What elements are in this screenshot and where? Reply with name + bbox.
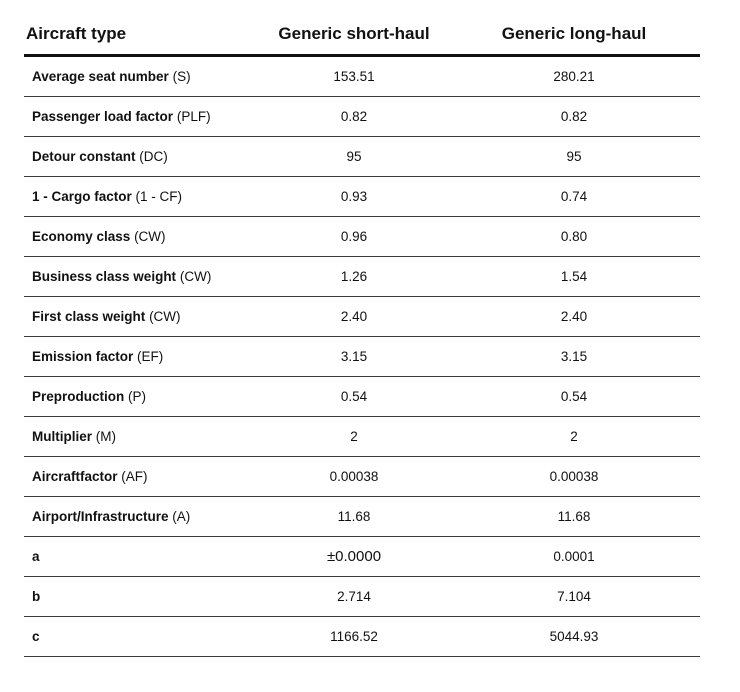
short-haul-value: 2.714 bbox=[337, 589, 371, 604]
short-haul-value: ±0.0000 bbox=[326, 548, 382, 565]
table-header-row: Aircraft type Generic short-haul Generic… bbox=[24, 14, 700, 57]
parameter-label: Multiplier (M) bbox=[24, 429, 260, 444]
parameter-label: Preproduction (P) bbox=[24, 389, 260, 404]
table-row: First class weight (CW) 2.40 2.40 bbox=[24, 297, 700, 337]
short-haul-value: 0.00038 bbox=[329, 469, 379, 484]
short-haul-value: 0.96 bbox=[340, 229, 368, 244]
short-haul-value: 1.26 bbox=[340, 269, 368, 284]
table-row: a ±0.0000 0.0001 bbox=[24, 537, 700, 577]
parameter-label: First class weight (CW) bbox=[24, 309, 260, 324]
table-row: Business class weight (CW) 1.26 1.54 bbox=[24, 257, 700, 297]
parameter-label: Average seat number (S) bbox=[24, 69, 260, 84]
short-haul-value: 0.93 bbox=[340, 189, 368, 204]
short-haul-value: 2.40 bbox=[340, 309, 368, 324]
parameter-name: Average seat number bbox=[32, 69, 169, 84]
short-haul-value: 153.51 bbox=[333, 69, 375, 84]
header-short-haul: Generic short-haul bbox=[278, 24, 430, 43]
short-haul-value: 0.54 bbox=[340, 389, 368, 404]
parameter-label: a bbox=[24, 549, 260, 564]
parameter-name: Preproduction bbox=[32, 389, 125, 404]
parameter-name: Aircraftfactor bbox=[32, 469, 118, 484]
parameter-abbreviation: (A) bbox=[172, 509, 191, 524]
parameter-label: Aircraftfactor (AF) bbox=[24, 469, 260, 484]
long-haul-value: 3.15 bbox=[560, 349, 588, 364]
table-row: Airport/Infrastructure (A) 11.68 11.68 bbox=[24, 497, 700, 537]
parameter-name: Airport/Infrastructure bbox=[32, 509, 169, 524]
table-row: 1 - Cargo factor (1 - CF) 0.93 0.74 bbox=[24, 177, 700, 217]
long-haul-value: 0.82 bbox=[560, 109, 588, 124]
table-row: Passenger load factor (PLF) 0.82 0.82 bbox=[24, 97, 700, 137]
parameter-name: b bbox=[32, 589, 41, 604]
parameter-label: b bbox=[24, 589, 260, 604]
parameter-name: c bbox=[32, 629, 40, 644]
short-haul-value: 11.68 bbox=[337, 509, 371, 524]
parameter-label: Detour constant (DC) bbox=[24, 149, 260, 164]
parameter-name: First class weight bbox=[32, 309, 146, 324]
parameter-abbreviation: (1 - CF) bbox=[135, 189, 183, 204]
parameter-label: Passenger load factor (PLF) bbox=[24, 109, 260, 124]
parameter-abbreviation: (P) bbox=[128, 389, 147, 404]
long-haul-value: 0.74 bbox=[560, 189, 588, 204]
table-row: b 2.714 7.104 bbox=[24, 577, 700, 617]
table-row: Preproduction (P) 0.54 0.54 bbox=[24, 377, 700, 417]
parameter-label: Business class weight (CW) bbox=[24, 269, 260, 284]
parameter-abbreviation: (PLF) bbox=[176, 109, 211, 124]
long-haul-value: 2 bbox=[570, 429, 578, 444]
parameter-name: Economy class bbox=[32, 229, 131, 244]
parameter-abbreviation: (CW) bbox=[149, 309, 181, 324]
long-haul-value: 95 bbox=[566, 149, 582, 164]
long-haul-value: 2.40 bbox=[560, 309, 588, 324]
parameter-label: Emission factor (EF) bbox=[24, 349, 260, 364]
parameter-label: Airport/Infrastructure (A) bbox=[24, 509, 260, 524]
long-haul-value: 11.68 bbox=[557, 509, 591, 524]
parameter-name: a bbox=[32, 549, 40, 564]
parameter-abbreviation: (AF) bbox=[121, 469, 148, 484]
short-haul-value: 0.82 bbox=[340, 109, 368, 124]
table-body: Average seat number (S) 153.51 280.21 Passe… bbox=[24, 57, 700, 657]
parameter-label: c bbox=[24, 629, 260, 644]
parameter-label: Economy class (CW) bbox=[24, 229, 260, 244]
parameter-abbreviation: (EF) bbox=[137, 349, 164, 364]
parameter-abbreviation: (CW) bbox=[179, 269, 212, 284]
parameter-name: Emission factor bbox=[32, 349, 134, 364]
long-haul-value: 5044.93 bbox=[549, 629, 599, 644]
parameter-abbreviation: (CW) bbox=[134, 229, 166, 244]
table-row: Detour constant (DC) 95 95 bbox=[24, 137, 700, 177]
table-row: Economy class (CW) 0.96 0.80 bbox=[24, 217, 700, 257]
parameter-name: Business class weight bbox=[32, 269, 177, 284]
header-long-haul: Generic long-haul bbox=[501, 24, 647, 43]
long-haul-value: 280.21 bbox=[553, 69, 595, 84]
parameter-name: 1 - Cargo factor bbox=[32, 189, 132, 204]
short-haul-value: 95 bbox=[346, 149, 362, 164]
short-haul-value: 2 bbox=[350, 429, 358, 444]
header-aircraft-type: Aircraft type bbox=[26, 24, 127, 43]
parameters-table: Aircraft type Generic short-haul Generic… bbox=[24, 14, 700, 657]
table-row: Aircraftfactor (AF) 0.00038 0.00038 bbox=[24, 457, 700, 497]
parameter-label: 1 - Cargo factor (1 - CF) bbox=[24, 189, 260, 204]
long-haul-value: 0.54 bbox=[560, 389, 588, 404]
table-row: Average seat number (S) 153.51 280.21 bbox=[24, 57, 700, 97]
short-haul-value: 3.15 bbox=[340, 349, 368, 364]
long-haul-value: 1.54 bbox=[560, 269, 588, 284]
short-haul-value: 1166.52 bbox=[330, 629, 378, 644]
table-row: Emission factor (EF) 3.15 3.15 bbox=[24, 337, 700, 377]
table-row: Multiplier (M) 2 2 bbox=[24, 417, 700, 457]
parameter-abbreviation: (S) bbox=[172, 69, 191, 84]
long-haul-value: 0.00038 bbox=[549, 469, 599, 484]
long-haul-value: 0.80 bbox=[560, 229, 588, 244]
parameter-abbreviation: (DC) bbox=[139, 149, 168, 164]
long-haul-value: 7.104 bbox=[557, 589, 591, 604]
parameter-abbreviation: (M) bbox=[95, 429, 117, 444]
parameter-name: Detour constant bbox=[32, 149, 136, 164]
parameter-name: Multiplier bbox=[32, 429, 92, 444]
long-haul-value: 0.0001 bbox=[553, 549, 595, 564]
parameter-name: Passenger load factor bbox=[32, 109, 174, 124]
table-row: c 1166.52 5044.93 bbox=[24, 617, 700, 657]
